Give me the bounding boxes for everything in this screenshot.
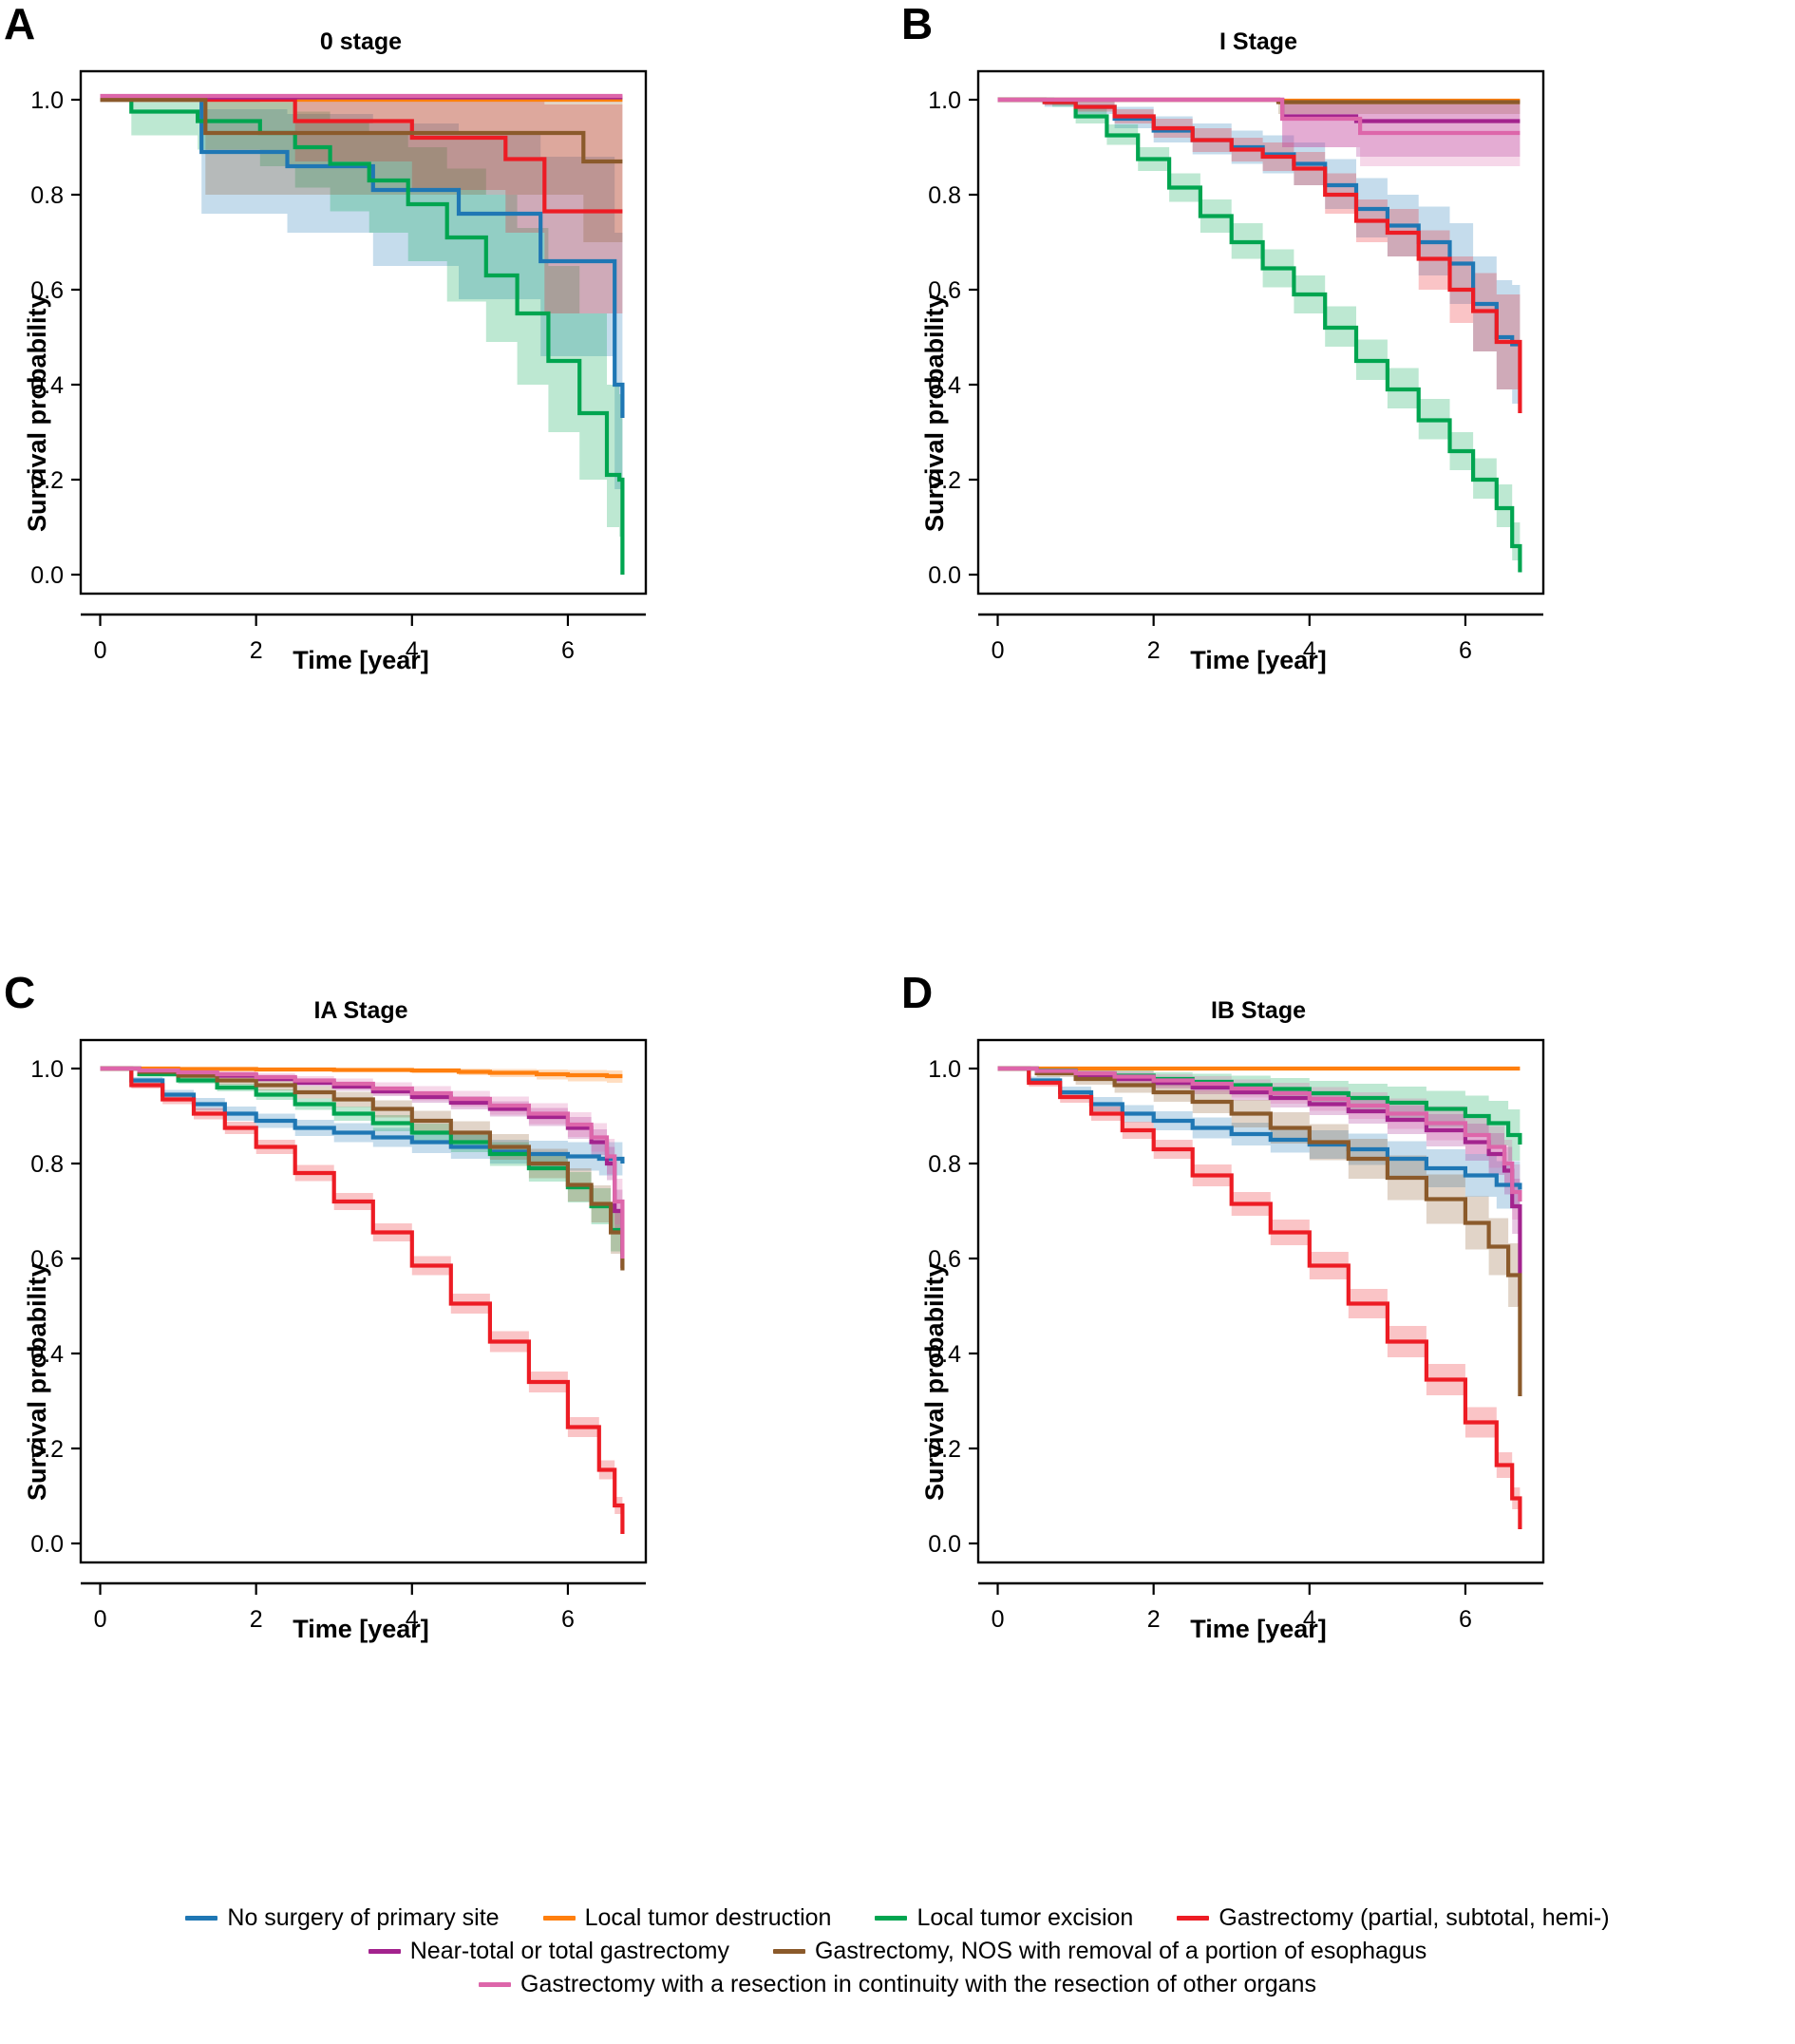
legend-row-2: Near-total or total gastrectomy Gastrect… xyxy=(0,1938,1795,1965)
panel-b-letter: B xyxy=(901,0,934,48)
y-tick-label: 0.0 xyxy=(928,1531,961,1558)
x-tick-label: 2 xyxy=(1147,637,1161,664)
x-tick-label: 4 xyxy=(1303,1606,1316,1633)
y-tick-label: 1.0 xyxy=(30,1056,64,1083)
y-tick-label: 0.6 xyxy=(30,1246,64,1273)
panel-a: A 0 stage Survival probability Time [yea… xyxy=(0,0,898,722)
y-tick-label: 0.6 xyxy=(928,277,961,304)
panel-d-letter: D xyxy=(901,968,934,1017)
x-tick-label: 0 xyxy=(94,1606,107,1633)
legend-item-local-tumor-excision[interactable]: Local tumor excision xyxy=(875,1904,1133,1932)
x-tick-label: 2 xyxy=(250,1606,263,1633)
panel-a-title: 0 stage xyxy=(319,28,403,55)
legend-swatch-icon xyxy=(772,1949,805,1954)
x-tick-label: 4 xyxy=(1303,637,1316,664)
panel-d-plot: 0.0 0.2 0.4 0.6 0.8 1.0 0 2 4 6 xyxy=(928,1038,1545,1633)
y-tick-label: 0.2 xyxy=(30,1436,64,1463)
legend-swatch-icon xyxy=(479,1982,512,1987)
legend-row-3: Gastrectomy with a resection in continui… xyxy=(0,1971,1795,1998)
legend-label: Local tumor destruction xyxy=(584,1904,832,1931)
y-tick-label: 0.4 xyxy=(30,1341,64,1368)
panel-d-ylabel: Survival probability xyxy=(920,1262,949,1501)
legend-item-local-tumor-destruction[interactable]: Local tumor destruction xyxy=(542,1904,832,1932)
panel-a-ylabel: Survival probability xyxy=(23,293,51,532)
panel-d: D IB Stage Survival probability Time [ye… xyxy=(898,969,1795,1691)
x-tick-label: 6 xyxy=(1459,637,1472,664)
panel-c-xlabel: Time [year] xyxy=(293,1615,429,1643)
legend-swatch-icon xyxy=(875,1916,908,1921)
legend-item-gastrectomy-resection-in-continuity[interactable]: Gastrectomy with a resection in continui… xyxy=(479,1971,1316,1998)
x-tick-label: 4 xyxy=(406,637,419,664)
y-tick-label: 0.8 xyxy=(30,1151,64,1178)
legend-item-no-surgery-of-primary-site[interactable]: No surgery of primary site xyxy=(185,1904,500,1932)
legend-label: No surgery of primary site xyxy=(227,1904,500,1931)
y-tick-label: 0.8 xyxy=(30,182,64,209)
y-tick-label: 0.8 xyxy=(928,182,961,209)
legend-label: Gastrectomy (partial, subtotal, hemi-) xyxy=(1219,1904,1610,1931)
x-tick-label: 4 xyxy=(406,1606,419,1633)
legend-label: Local tumor excision xyxy=(916,1904,1134,1931)
legend-item-near-total-or-total-gastrectomy[interactable]: Near-total or total gastrectomy xyxy=(368,1938,729,1965)
y-tick-label: 0.2 xyxy=(30,467,64,494)
x-tick-label: 0 xyxy=(992,1606,1005,1633)
x-tick-label: 2 xyxy=(1147,1606,1161,1633)
panel-b: B I Stage Survival probability Time [yea… xyxy=(898,0,1795,722)
panel-b-plot: 0.0 0.2 0.4 0.6 0.8 1.0 0 2 4 6 xyxy=(928,69,1545,664)
y-tick-label: 0.4 xyxy=(928,1341,961,1368)
panel-c-plot: 0.0 0.2 0.4 0.6 0.8 1.0 0 2 4 6 xyxy=(30,1038,648,1633)
panel-d-xlabel: Time [year] xyxy=(1190,1615,1327,1643)
legend-row-1: No surgery of primary site Local tumor d… xyxy=(0,1904,1795,1932)
y-tick-label: 0.2 xyxy=(928,1436,961,1463)
y-tick-label: 0.0 xyxy=(928,562,961,589)
y-tick-label: 0.0 xyxy=(30,1531,64,1558)
panel-a-letter: A xyxy=(4,0,36,48)
y-tick-label: 1.0 xyxy=(928,87,961,114)
panel-b-xlabel: Time [year] xyxy=(1190,646,1327,674)
panel-b-ylabel: Survival probability xyxy=(920,293,949,532)
legend-swatch-icon xyxy=(1177,1916,1210,1921)
panel-b-title: I Stage xyxy=(1219,28,1297,55)
x-tick-label: 2 xyxy=(250,637,263,664)
legend-item-gastrectomy-partial-subtotal-hemi[interactable]: Gastrectomy (partial, subtotal, hemi-) xyxy=(1177,1904,1610,1932)
figure-legend: No surgery of primary site Local tumor d… xyxy=(0,1904,1795,2004)
y-tick-label: 1.0 xyxy=(928,1056,961,1083)
panel-c-title: IA Stage xyxy=(313,997,408,1024)
panel-c: C IA Stage Survival probability Time [ye… xyxy=(0,969,898,1691)
y-tick-label: 0.8 xyxy=(928,1151,961,1178)
x-tick-label: 6 xyxy=(561,1606,575,1633)
y-tick-label: 0.4 xyxy=(928,372,961,399)
y-tick-label: 0.0 xyxy=(30,562,64,589)
y-tick-label: 0.4 xyxy=(30,372,64,399)
legend-label: Gastrectomy with a resection in continui… xyxy=(520,1971,1316,1997)
x-tick-label: 0 xyxy=(992,637,1005,664)
legend-swatch-icon xyxy=(185,1916,218,1921)
legend-swatch-icon xyxy=(542,1916,576,1921)
legend-item-gastrectomy-nos-esophagus[interactable]: Gastrectomy, NOS with removal of a porti… xyxy=(772,1938,1427,1965)
legend-swatch-icon xyxy=(368,1949,401,1954)
y-tick-label: 0.2 xyxy=(928,467,961,494)
x-tick-label: 0 xyxy=(94,637,107,664)
x-tick-label: 6 xyxy=(561,637,575,664)
panel-c-ylabel: Survival probability xyxy=(23,1262,51,1501)
panel-a-plot: 0.0 0.2 0.4 0.6 0.8 1.0 0 2 4 6 xyxy=(30,69,648,664)
y-tick-label: 0.6 xyxy=(928,1246,961,1273)
legend-label: Near-total or total gastrectomy xyxy=(409,1938,729,1964)
panel-c-letter: C xyxy=(4,968,36,1017)
legend-label: Gastrectomy, NOS with removal of a porti… xyxy=(814,1938,1427,1964)
y-tick-label: 1.0 xyxy=(30,87,64,114)
x-tick-label: 6 xyxy=(1459,1606,1472,1633)
y-tick-label: 0.6 xyxy=(30,277,64,304)
panel-a-xlabel: Time [year] xyxy=(293,646,429,674)
panel-d-title: IB Stage xyxy=(1210,997,1307,1024)
